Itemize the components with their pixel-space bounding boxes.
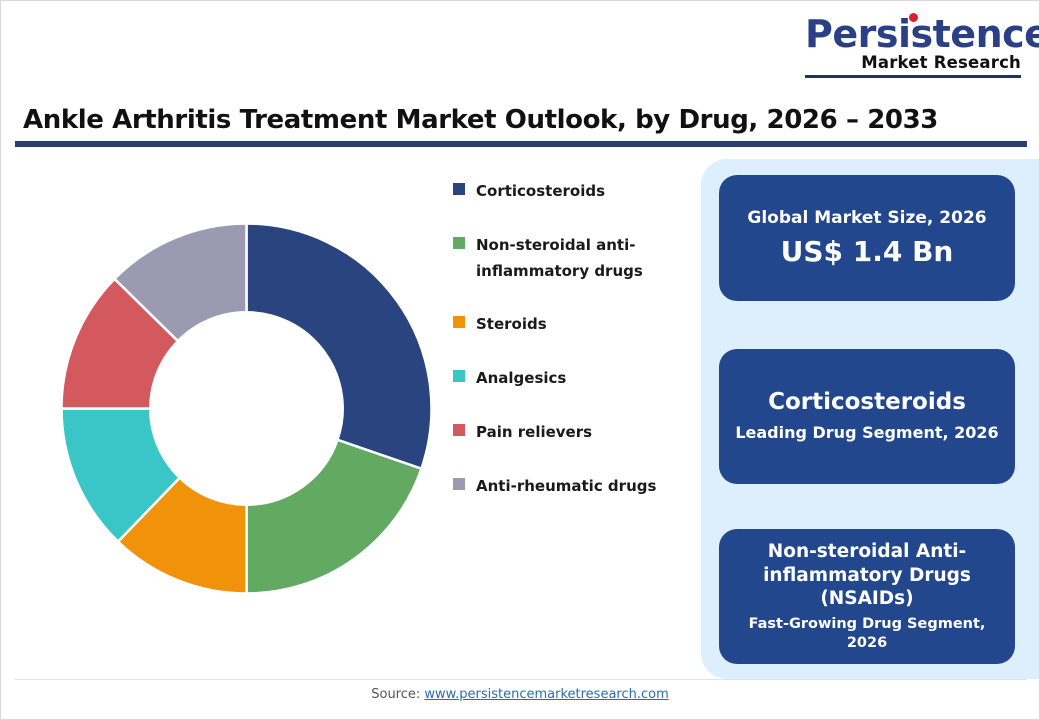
- legend-item-analgesics[interactable]: Analgesics: [453, 366, 688, 392]
- card-global-market-size: Global Market Size, 2026 US$ 1.4 Bn: [719, 175, 1015, 301]
- donut-chart: [59, 221, 434, 596]
- card-label: Global Market Size, 2026: [747, 208, 987, 229]
- legend-item-steroids[interactable]: Steroids: [453, 312, 688, 338]
- title-underline-bar: [15, 141, 1027, 147]
- card-leading-drug-segment: Corticosteroids Leading Drug Segment, 20…: [719, 349, 1015, 484]
- legend-label: Analgesics: [476, 369, 567, 388]
- donut-slice-group: [60, 222, 433, 595]
- legend-item-anti-rheumatic-drugs[interactable]: Anti-rheumatic drugs: [453, 474, 688, 500]
- legend-label: Corticosteroids: [476, 182, 606, 200]
- logo-wordmark: Persistence: [805, 12, 1040, 56]
- legend-label: Steroids: [476, 315, 547, 334]
- legend-swatch-icon: [453, 423, 465, 436]
- legend-item-corticosteroids[interactable]: Corticosteroids: [453, 179, 688, 205]
- legend-swatch-icon: [453, 236, 465, 249]
- legend-swatch-icon: [453, 316, 465, 329]
- donut-chart-svg: [60, 222, 433, 595]
- legend-item-pain-relievers[interactable]: Pain relievers: [453, 420, 688, 446]
- page-title: Ankle Arthritis Treatment Market Outlook…: [23, 105, 938, 135]
- logo-dot-icon: [909, 13, 918, 22]
- logo-underline: [805, 74, 1021, 78]
- legend-label: Anti-rheumatic drugs: [476, 476, 657, 495]
- card-value: Corticosteroids: [768, 389, 966, 416]
- card-fast-growing-drug-segment: Non-steroidal Anti-inflammatory Drugs (N…: [719, 529, 1015, 664]
- donut-slice[interactable]: [112, 222, 248, 343]
- footer-divider: [15, 679, 1027, 680]
- legend-swatch-icon: [453, 183, 465, 195]
- donut-slice[interactable]: [245, 222, 433, 471]
- donut-slice[interactable]: [245, 438, 424, 595]
- card-value: Non-steroidal Anti-inflammatory Drugs (N…: [763, 541, 971, 610]
- company-logo: Persistence Market Research: [805, 12, 1040, 78]
- chart-legend: Corticosteroids Non-steroidal anti-infla…: [453, 179, 688, 528]
- source-footer: Source: www.persistencemarketresearch.co…: [1, 687, 1039, 702]
- source-label: Source:: [371, 687, 421, 702]
- source-link[interactable]: www.persistencemarketresearch.com: [424, 687, 669, 702]
- card-label: Fast-Growing Drug Segment, 2026: [748, 616, 986, 651]
- logo-tagline: Market Research: [861, 53, 1021, 72]
- card-label: Leading Drug Segment, 2026: [735, 423, 999, 442]
- legend-label: Non-steroidal anti-inflammatory drugs: [476, 235, 643, 280]
- legend-swatch-icon: [453, 477, 465, 490]
- highlights-panel: Global Market Size, 2026 US$ 1.4 Bn Cort…: [701, 159, 1039, 679]
- legend-item-nsaids[interactable]: Non-steroidal anti-inflammatory drugs: [453, 233, 688, 285]
- card-value: US$ 1.4 Bn: [780, 234, 954, 268]
- legend-swatch-icon: [453, 370, 465, 383]
- legend-label: Pain relievers: [476, 422, 593, 441]
